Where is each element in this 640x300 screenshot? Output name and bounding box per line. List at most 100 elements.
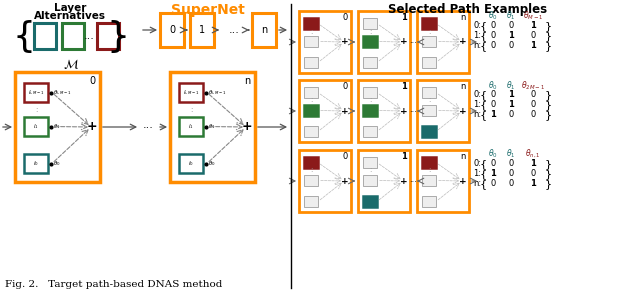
Bar [179, 117, 203, 136]
Text: $l_{i,M-1}$: $l_{i,M-1}$ [182, 88, 200, 97]
Text: 1: 1 [490, 169, 496, 178]
Text: 0: 0 [531, 110, 536, 119]
Bar [304, 157, 318, 168]
Bar [363, 196, 377, 207]
Text: {: { [13, 20, 35, 54]
Bar [358, 80, 410, 142]
Text: 1: 1 [199, 25, 205, 35]
Bar [417, 11, 469, 73]
Text: $\theta_{i,M-1}$: $\theta_{i,M-1}$ [53, 88, 72, 97]
Text: $\theta_{M-1}$: $\theta_{M-1}$ [523, 10, 543, 22]
Text: 0:: 0: [473, 21, 481, 30]
Bar [62, 23, 84, 49]
Bar [304, 105, 318, 116]
Text: {: { [480, 90, 487, 100]
Bar [422, 105, 436, 116]
Text: :: : [310, 28, 312, 34]
Text: $\theta_{2M-1}$: $\theta_{2M-1}$ [521, 79, 545, 92]
Text: ...: ... [84, 31, 95, 41]
Text: ...: ... [410, 175, 417, 184]
Text: $l_0$: $l_0$ [33, 159, 39, 168]
Bar [179, 83, 203, 102]
Text: {: { [480, 110, 487, 120]
Text: $\mathcal{M}$: $\mathcal{M}$ [63, 57, 79, 71]
Text: 0: 0 [169, 25, 175, 35]
Bar [422, 175, 436, 186]
Text: +: + [341, 106, 349, 116]
Bar [422, 36, 436, 47]
Bar [304, 57, 318, 68]
Bar [15, 72, 100, 182]
Text: $\theta_0$: $\theta_0$ [208, 159, 216, 168]
Text: 1: 1 [530, 21, 536, 30]
Text: :: : [428, 98, 430, 103]
Text: 1:: 1: [473, 31, 481, 40]
Text: n: n [461, 82, 466, 91]
Text: {: { [480, 159, 487, 169]
Text: 1: 1 [508, 31, 514, 40]
Text: ...: ... [410, 36, 417, 45]
Bar [363, 126, 377, 137]
Text: }: } [545, 21, 552, 31]
Text: +: + [341, 38, 349, 46]
Text: 1: 1 [530, 179, 536, 188]
Bar [422, 18, 436, 29]
Bar [422, 57, 436, 68]
Text: :: : [369, 28, 371, 34]
Text: 0: 0 [508, 21, 514, 30]
Text: 0: 0 [508, 41, 514, 50]
Text: $\theta_1$: $\theta_1$ [208, 122, 216, 131]
Bar [179, 154, 203, 173]
Text: SuperNet: SuperNet [171, 3, 245, 17]
Text: :: : [369, 167, 371, 173]
Bar [422, 126, 436, 137]
Bar [170, 72, 255, 182]
Text: :: : [190, 106, 192, 112]
Bar [24, 154, 48, 173]
Text: $\theta_0$: $\theta_0$ [488, 10, 498, 22]
Text: 0: 0 [531, 90, 536, 99]
Text: }: } [545, 159, 552, 169]
Bar [358, 11, 410, 73]
Text: $l_{i,M-1}$: $l_{i,M-1}$ [28, 88, 44, 97]
Text: $\theta_1$: $\theta_1$ [506, 148, 516, 161]
Text: }: } [545, 31, 552, 41]
Text: :: : [369, 98, 371, 103]
Text: }: } [545, 100, 552, 110]
Text: 0: 0 [531, 31, 536, 40]
Text: 0: 0 [531, 169, 536, 178]
Text: 1: 1 [530, 159, 536, 168]
Bar [417, 150, 469, 212]
Text: $l_1$: $l_1$ [33, 122, 39, 131]
Text: Layer: Layer [54, 3, 86, 13]
Text: }: } [545, 110, 552, 120]
Text: $\theta_1$: $\theta_1$ [53, 122, 60, 131]
Text: :: : [310, 167, 312, 173]
Text: 0:: 0: [473, 159, 481, 168]
Text: 0: 0 [508, 159, 514, 168]
Text: 1: 1 [490, 110, 496, 119]
Bar [34, 23, 56, 49]
Text: :: : [35, 106, 37, 112]
Text: $l_0$: $l_0$ [188, 159, 194, 168]
Text: Alternatives: Alternatives [34, 11, 106, 21]
Text: {: { [480, 100, 487, 110]
Bar [422, 196, 436, 207]
Text: +: + [459, 106, 467, 116]
Text: 0: 0 [490, 31, 495, 40]
Text: n: n [261, 25, 267, 35]
Text: +: + [400, 176, 408, 185]
Text: $\theta_0$: $\theta_0$ [488, 79, 498, 92]
Text: $\theta_{n,1}$: $\theta_{n,1}$ [525, 148, 541, 160]
Text: {: { [480, 41, 487, 51]
Bar [304, 126, 318, 137]
Bar [304, 87, 318, 98]
Text: n:: n: [473, 179, 481, 188]
Bar [252, 13, 276, 47]
Text: 0: 0 [89, 76, 95, 86]
Bar [299, 80, 351, 142]
Text: $\theta_0$: $\theta_0$ [53, 159, 61, 168]
Text: 1: 1 [508, 90, 514, 99]
Bar [363, 57, 377, 68]
Text: 0: 0 [490, 179, 495, 188]
